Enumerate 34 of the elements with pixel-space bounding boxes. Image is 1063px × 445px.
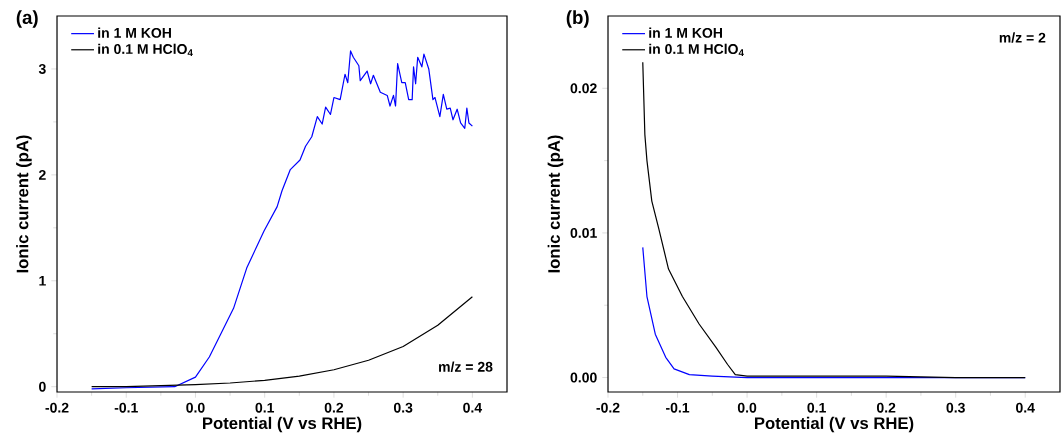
chart-title: (b) xyxy=(566,10,589,28)
x-tick-label: 0.3 xyxy=(393,402,413,413)
y-tick-label: 0.00 xyxy=(570,372,597,383)
x-axis-title: Potential (V vs RHE) xyxy=(755,416,914,433)
x-tick-label: 0.1 xyxy=(255,402,275,413)
y-tick-label: 0 xyxy=(39,381,46,392)
annotation: m/z = 2 xyxy=(999,32,1046,43)
legend-label: in 1 M KOH xyxy=(649,27,722,38)
y-tick-label: 1 xyxy=(39,275,46,286)
x-tick-label: 0.1 xyxy=(807,402,826,413)
x-tick-label: -0.2 xyxy=(45,402,69,413)
x-tick-label: 0.2 xyxy=(324,402,344,413)
x-tick-label: 0.2 xyxy=(876,402,896,413)
y-axis-title: Ionic current (pA) xyxy=(16,135,32,273)
chart-title: (a) xyxy=(16,10,38,28)
annotation: m/z = 28 xyxy=(439,361,493,372)
legend-label: in 0.1 M HClO$_{4}$ xyxy=(98,43,193,57)
x-tick-label: 0.4 xyxy=(463,402,483,413)
x-tick-label: -0.1 xyxy=(114,402,138,413)
y-tick-label: 0.02 xyxy=(570,83,597,94)
legend-label: in 1 M KOH xyxy=(98,27,171,38)
x-tick-label: -0.1 xyxy=(666,402,690,413)
x-tick-label: 0.4 xyxy=(1016,402,1035,413)
y-tick-label: 0.01 xyxy=(570,227,597,238)
x-tick-label: -0.2 xyxy=(596,402,620,413)
legend-label: in 0.1 M HClO$_{4}$ xyxy=(649,43,744,57)
x-axis-title: Potential (V vs RHE) xyxy=(203,416,362,433)
x-tick-label: 0.0 xyxy=(186,402,205,413)
x-tick-label: 0.3 xyxy=(946,402,965,413)
y-tick-label: 3 xyxy=(38,63,46,74)
y-axis-title: Ionic current (pA) xyxy=(547,135,564,273)
x-tick-label: 0.0 xyxy=(737,402,757,413)
y-tick-label: 2 xyxy=(38,169,46,180)
line-series xyxy=(91,296,473,388)
